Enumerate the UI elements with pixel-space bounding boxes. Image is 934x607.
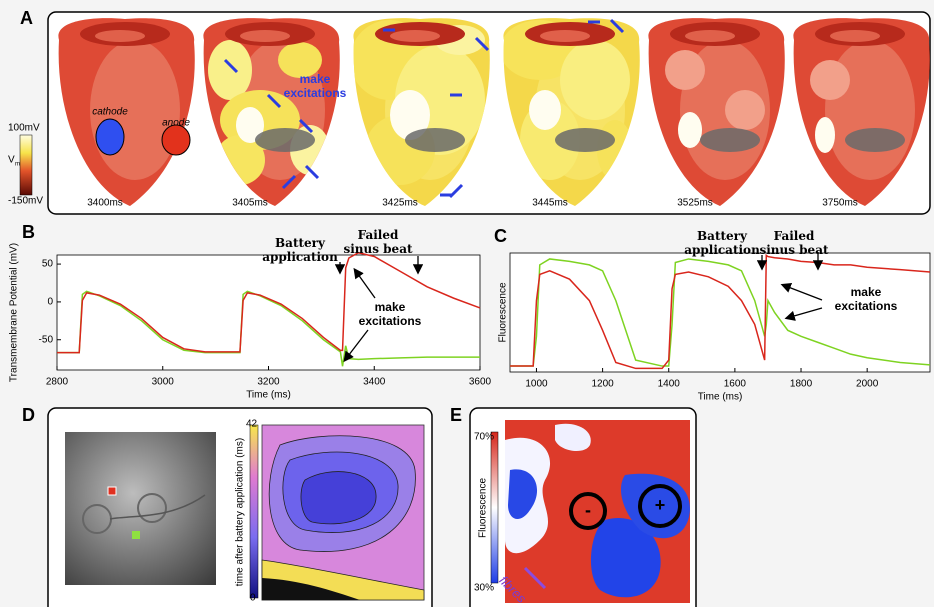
- electrode-label: cathode: [92, 107, 128, 118]
- x-tick-label: 3000: [152, 377, 175, 388]
- x-tick-label: 1000: [525, 379, 548, 390]
- panel-label: A: [20, 8, 33, 28]
- panel-label: C: [494, 226, 507, 246]
- heart-opening-inner: [95, 30, 145, 42]
- excitation-patch: [560, 40, 630, 120]
- time-label: 3425ms: [382, 198, 418, 209]
- annotation: make excitations: [270, 72, 360, 100]
- cathode: [96, 119, 124, 155]
- heart-opening-inner: [830, 30, 880, 42]
- colorbar-label: Fluorescence: [478, 478, 489, 538]
- virtual-electrode: [815, 117, 835, 153]
- figure-canvas: A 100mV V m -150mV 3400ms 3405ms 3425ms 344…: [0, 0, 934, 607]
- heart-opening-inner: [240, 30, 290, 42]
- x-tick-label: 1200: [591, 379, 614, 390]
- x-tick-label: 1600: [724, 379, 747, 390]
- x-tick-label: 1400: [658, 379, 681, 390]
- excitation-patch: [208, 40, 252, 100]
- colorbar-subscript: m: [15, 162, 20, 168]
- y-tick-label: 0: [47, 297, 53, 308]
- figure: A 100mV V m -150mV 3400ms 3405ms 3425ms 344…: [0, 0, 934, 607]
- y-axis-label: Transmembrane Potential (mV): [9, 243, 20, 382]
- x-tick-label: 1800: [790, 379, 813, 390]
- x-tick-label: 3600: [469, 377, 492, 388]
- colorbar-min: 0: [250, 593, 256, 604]
- excitation-patch: [665, 50, 705, 90]
- colorbar-min: -150mV: [8, 196, 43, 207]
- red-marker: [108, 487, 116, 495]
- time-label: 3405ms: [232, 198, 268, 209]
- contour: [301, 472, 376, 524]
- y-axis-label: Fluorescence: [498, 282, 509, 342]
- annotation: make excitations: [345, 300, 435, 328]
- annotation: Failed sinus beat: [338, 228, 418, 256]
- anode: [162, 125, 190, 155]
- scar: [845, 128, 905, 152]
- excitation-patch: [810, 60, 850, 100]
- colorbar: [250, 425, 258, 598]
- x-axis-label: Time (ms): [246, 390, 291, 401]
- x-tick-label: 2800: [46, 377, 69, 388]
- excitation-patch: [725, 90, 765, 130]
- green-marker: [132, 531, 140, 539]
- colorbar: [491, 432, 498, 583]
- y-tick-label: -50: [39, 334, 54, 345]
- electrode-label: -: [585, 500, 591, 520]
- x-tick-label: 3200: [257, 377, 280, 388]
- annotation: make excitations: [821, 285, 911, 313]
- heart-opening-inner: [390, 30, 440, 42]
- contour-map: [262, 425, 424, 600]
- scar: [555, 128, 615, 152]
- y-tick-label: 50: [42, 259, 54, 270]
- time-label: 3445ms: [532, 198, 568, 209]
- colorbar-symbol: V: [8, 155, 15, 166]
- colorbar-label: time after battery application (ms): [235, 438, 246, 586]
- colorbar-max: 70%: [474, 432, 494, 443]
- x-axis-label: Time (ms): [698, 392, 743, 403]
- heart-opening-inner: [540, 30, 590, 42]
- time-label: 3750ms: [822, 198, 858, 209]
- heart-shade: [825, 40, 915, 180]
- colorbar-min: 30%: [474, 583, 494, 594]
- time-label: 3525ms: [677, 198, 713, 209]
- virtual-electrode: [529, 90, 561, 130]
- colorbar-max: 100mV: [8, 123, 40, 134]
- scar: [255, 128, 315, 152]
- virtual-electrode: [678, 112, 702, 148]
- electrode-label: +: [655, 495, 666, 515]
- x-tick-label: 2000: [856, 379, 879, 390]
- panel-label: D: [22, 405, 35, 425]
- annotation: Failed sinus beat: [754, 229, 834, 257]
- colorbar: [20, 135, 32, 195]
- electrode-label: anode: [162, 118, 190, 129]
- annotation: Battery application: [682, 229, 762, 257]
- panel-label: E: [450, 405, 462, 425]
- colorbar-max: 42: [246, 419, 258, 430]
- time-label: 3400ms: [87, 198, 123, 209]
- heart-opening-inner: [685, 30, 735, 42]
- scar: [405, 128, 465, 152]
- panel-label: B: [22, 222, 35, 242]
- scar: [700, 128, 760, 152]
- x-tick-label: 3400: [363, 377, 386, 388]
- annotation: Battery application: [260, 236, 340, 264]
